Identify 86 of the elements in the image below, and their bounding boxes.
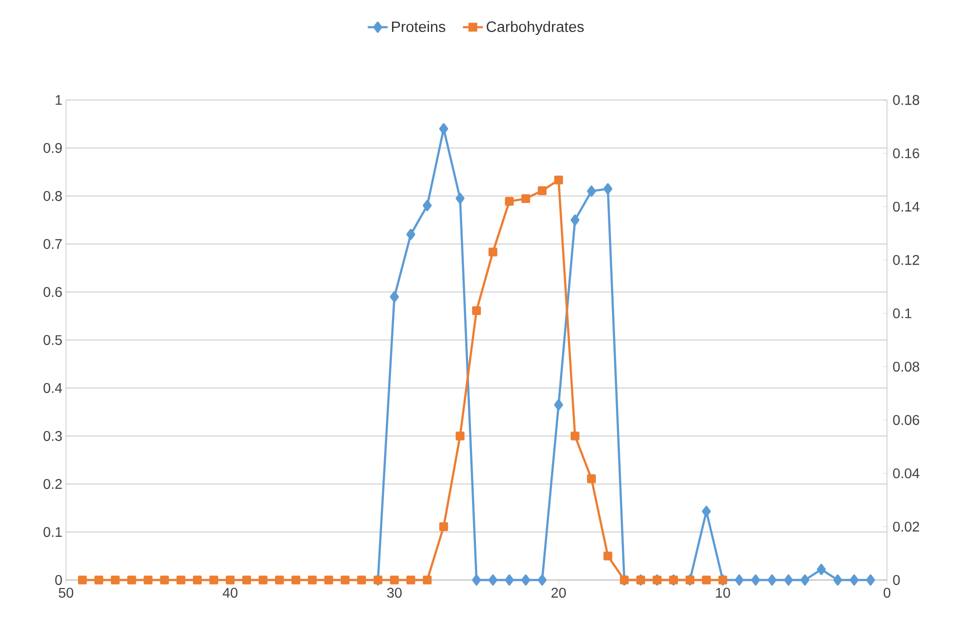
point xyxy=(603,183,612,194)
y-tick-label: 0.1 xyxy=(44,527,62,537)
y2-tick-label: 0.16 xyxy=(893,148,920,158)
point xyxy=(538,186,547,196)
point xyxy=(587,474,596,484)
point xyxy=(176,576,186,584)
point xyxy=(538,574,547,586)
point xyxy=(768,574,777,586)
point xyxy=(702,506,711,517)
y-tick-label: 0.2 xyxy=(44,479,62,489)
point xyxy=(291,576,300,584)
point xyxy=(472,306,481,316)
point xyxy=(866,574,876,586)
point xyxy=(390,576,399,584)
legend-label: Carbohydrates xyxy=(486,21,584,35)
point xyxy=(521,574,530,586)
point xyxy=(209,576,218,584)
point xyxy=(554,399,564,410)
point xyxy=(110,576,120,584)
y2-tick-label: 0.14 xyxy=(893,202,920,212)
point xyxy=(94,576,104,584)
point xyxy=(488,574,498,586)
y2-tick-label: 0.08 xyxy=(893,362,920,372)
x-tick-label: 10 xyxy=(716,588,730,598)
point xyxy=(439,522,448,532)
y-tick-label: 0 xyxy=(55,575,62,585)
point xyxy=(406,576,416,584)
point xyxy=(308,576,317,584)
x-tick-label: 30 xyxy=(387,588,402,598)
y-tick-label: 0.7 xyxy=(44,239,62,249)
point xyxy=(357,576,366,584)
y-tick-label: 0.6 xyxy=(44,287,62,297)
point xyxy=(456,192,465,204)
point xyxy=(472,574,481,586)
point xyxy=(422,200,432,212)
y-tick-label: 0.8 xyxy=(44,191,62,201)
point xyxy=(521,194,530,204)
point xyxy=(144,576,152,584)
point xyxy=(258,576,268,584)
point xyxy=(275,576,284,584)
point xyxy=(456,432,464,440)
point xyxy=(784,574,793,586)
y-tick-label: 0.5 xyxy=(44,335,62,345)
point xyxy=(570,214,580,226)
point xyxy=(554,176,563,184)
point xyxy=(226,576,235,584)
y2-tick-label: 0 xyxy=(893,575,900,585)
point xyxy=(800,574,810,586)
legend-label: Proteins xyxy=(392,21,446,32)
point xyxy=(488,248,498,256)
point xyxy=(192,576,202,584)
point xyxy=(603,552,612,560)
point xyxy=(406,228,416,240)
point xyxy=(324,576,334,584)
y-tick-label: 0.4 xyxy=(44,383,62,393)
point xyxy=(439,123,448,134)
y-tick-label: 0.9 xyxy=(44,143,62,153)
y2-tick-label: 0.12 xyxy=(893,255,920,265)
point xyxy=(390,291,399,302)
point xyxy=(702,576,711,584)
point xyxy=(570,432,580,440)
x-tick-label: 0 xyxy=(884,588,890,598)
x-tick-label: 50 xyxy=(58,588,74,598)
point xyxy=(78,576,87,584)
point xyxy=(160,576,169,584)
point xyxy=(816,564,826,576)
y-tick-label: 1 xyxy=(56,95,62,105)
point xyxy=(850,574,859,586)
point xyxy=(751,574,760,586)
x-tick-label: 20 xyxy=(552,588,566,598)
point xyxy=(422,576,432,584)
y2-tick-label: 0.1 xyxy=(893,308,912,318)
y2-tick-label: 0.18 xyxy=(893,95,920,105)
x-tick-label: 40 xyxy=(222,588,238,598)
point xyxy=(504,574,514,586)
point xyxy=(340,576,350,584)
y2-tick-label: 0.02 xyxy=(893,522,920,532)
point xyxy=(504,196,514,206)
point xyxy=(586,186,596,197)
point xyxy=(242,576,252,584)
point xyxy=(734,574,744,586)
point xyxy=(127,576,136,584)
y-tick-label: 0.3 xyxy=(44,431,62,441)
point xyxy=(833,574,842,586)
y2-tick-label: 0.06 xyxy=(893,415,920,425)
y2-tick-label: 0.04 xyxy=(893,468,920,478)
